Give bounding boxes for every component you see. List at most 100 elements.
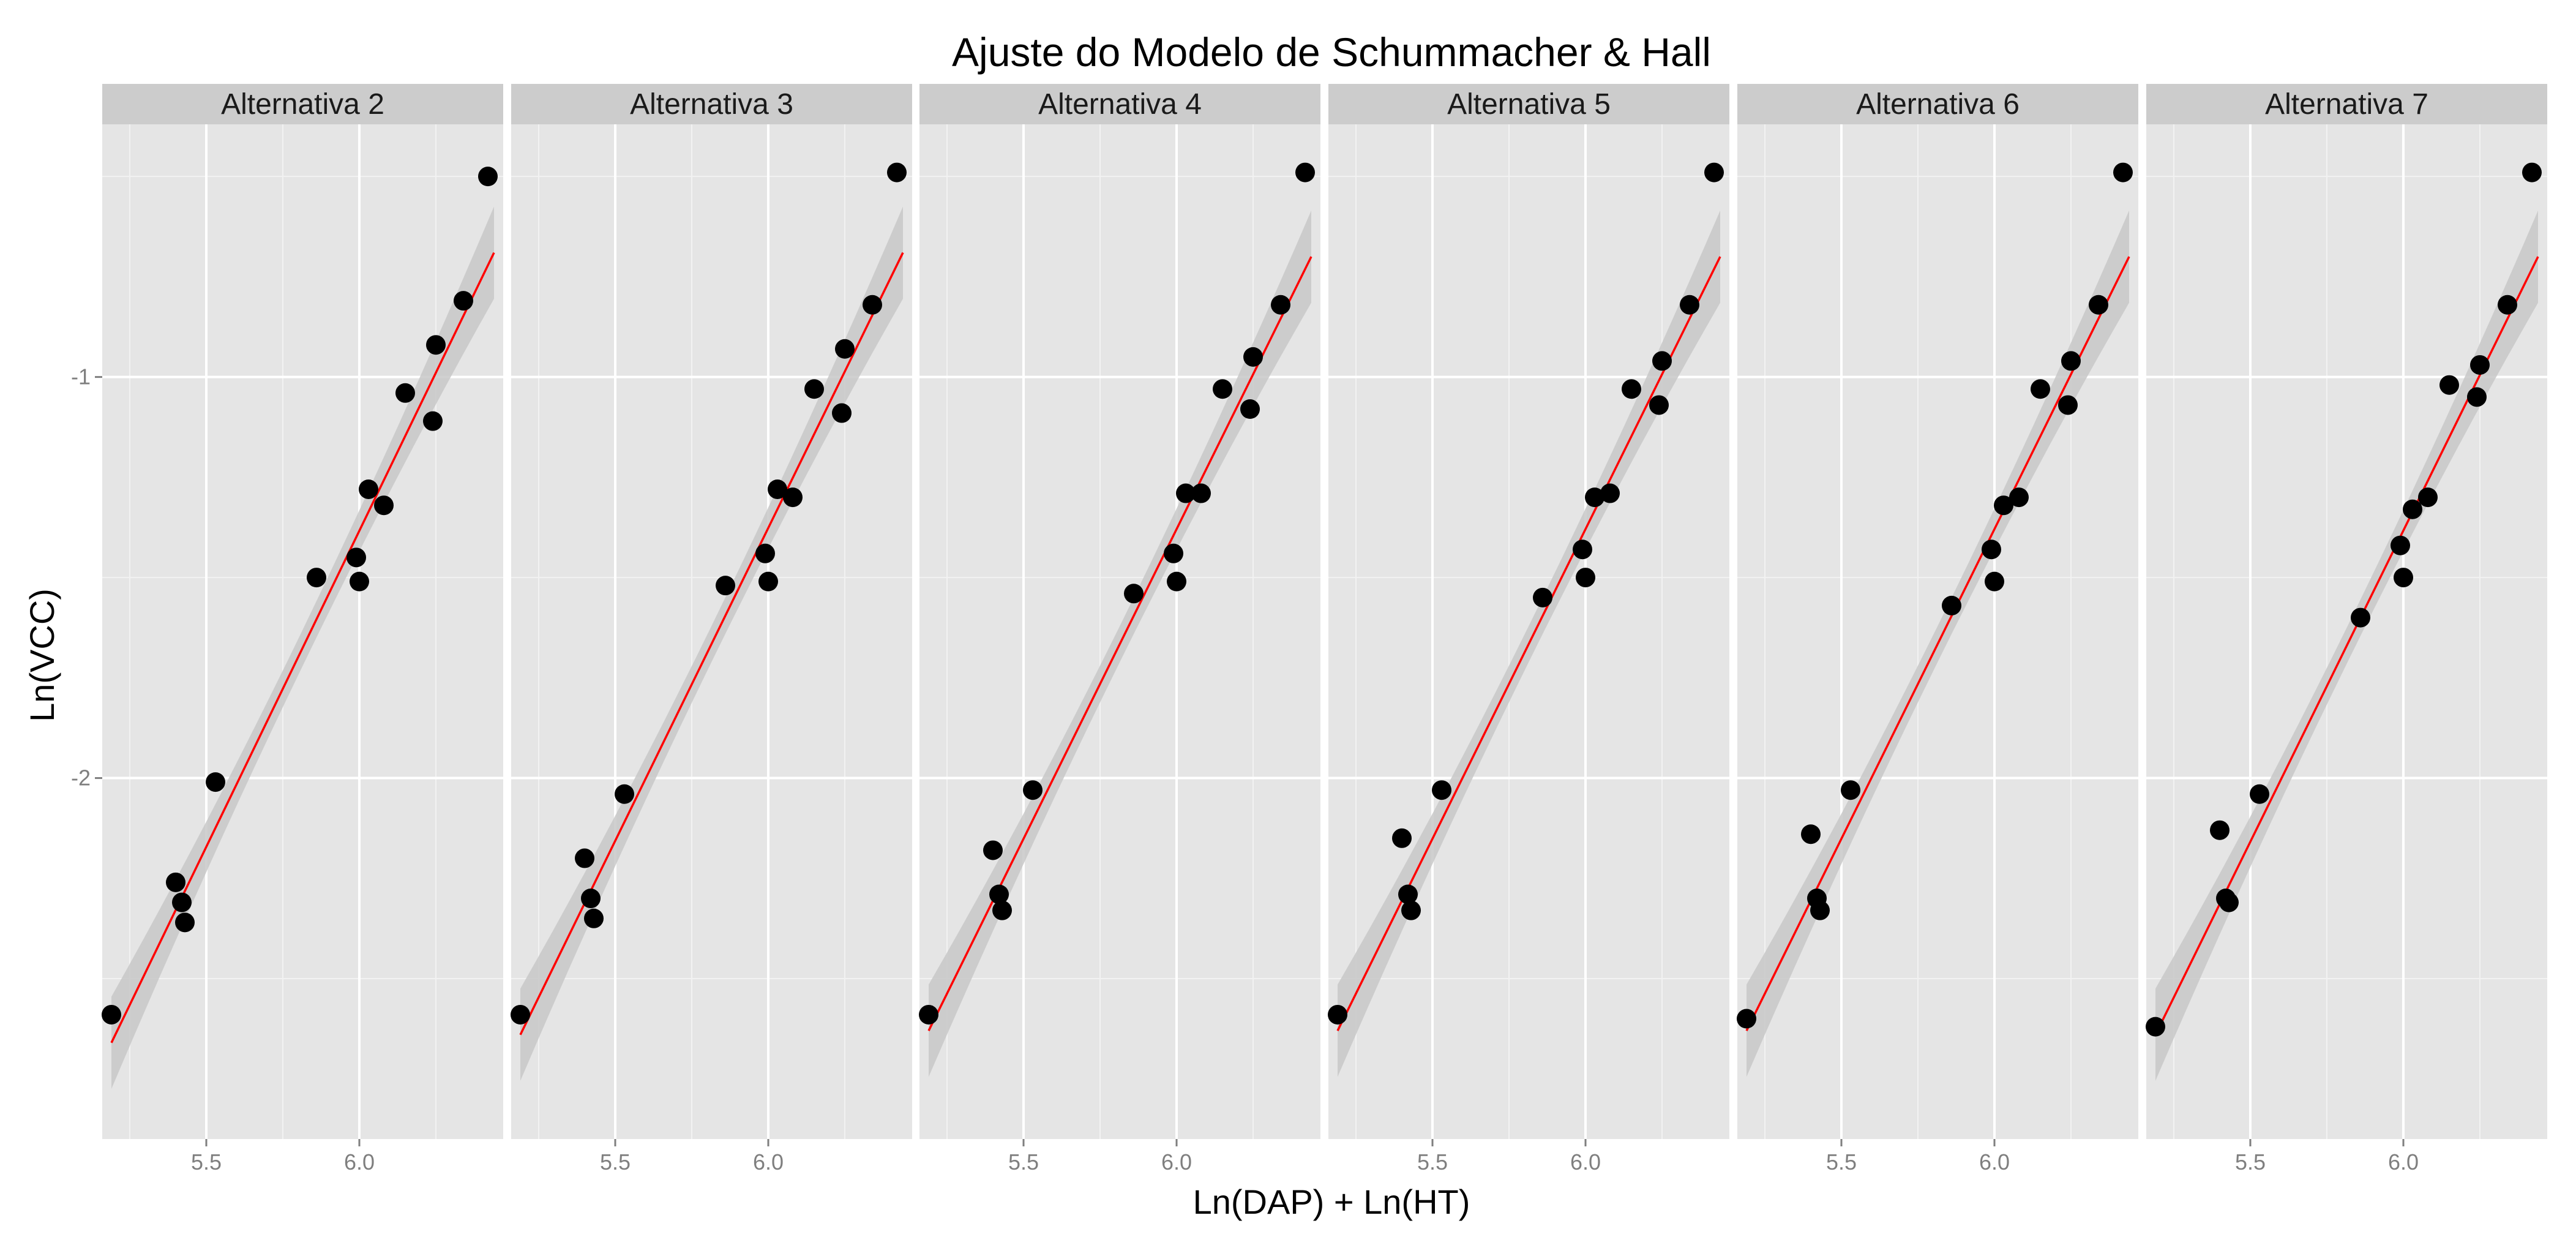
x-tick-label: 5.5 [191,1149,222,1175]
data-point [1982,540,2001,560]
data-point [1243,347,1263,367]
data-point [1191,483,1211,503]
data-point [454,291,473,311]
x-tick-label: 6.0 [344,1149,375,1175]
facet-panel: Alternativa 5 5.5 6.0 [1328,84,1729,1175]
fit-line [1336,256,1721,1031]
data-point [1176,483,1196,503]
facet-panel: Alternativa 6 5.5 6.0 [1737,84,2138,1175]
data-point [1398,884,1418,904]
facet-panel: Alternativa 4 5.5 6.0 [919,84,1320,1175]
data-point [2498,295,2517,315]
data-point [206,772,225,792]
data-point [835,339,855,359]
data-point [1240,399,1260,419]
facet-strip-label: Alternativa 3 [630,88,793,121]
data-point [1585,487,1604,508]
data-point [423,411,443,431]
facet-panel: Alternativa 7 5.5 6.0 [2146,84,2547,1175]
x-tick-label: 5.5 [2235,1149,2266,1175]
data-point [832,403,852,423]
data-point [919,1004,938,1025]
data-point [1392,828,1412,848]
data-point [2210,820,2230,840]
x-tick-label: 5.5 [600,1149,631,1175]
data-point [1533,587,1552,607]
facet-strip [919,84,1320,124]
data-point [1271,295,1290,315]
data-point [346,547,366,568]
x-tick-label: 5.5 [1008,1149,1039,1175]
data-point [804,379,824,399]
x-tick-label: 6.0 [1161,1149,1192,1175]
data-point [2089,295,2108,315]
data-point [1600,483,1620,503]
data-point [716,576,735,596]
data-point [359,479,378,499]
fit-line [927,256,1312,1031]
data-point [887,162,907,182]
data-point [2418,487,2438,508]
data-point [2351,607,2370,628]
x-axis-title: Ln(DAP) + Ln(HT) [1193,1182,1470,1221]
data-point [1801,824,1821,844]
data-point [581,889,601,909]
data-point [575,848,594,868]
data-point [755,543,775,563]
data-point [1167,571,1186,592]
fit-line [110,252,495,1043]
data-point [395,383,415,403]
x-tick-label: 6.0 [1570,1149,1601,1175]
data-point [2009,487,2029,508]
facet-strip [511,84,912,124]
data-point [1622,379,1641,399]
data-point [989,884,1009,904]
data-point [102,1004,121,1025]
data-point [426,335,446,355]
facet-strip [1328,84,1729,124]
y-axis-title: Ln(VCC) [23,588,61,722]
data-point [1942,595,1961,615]
data-point [374,495,394,516]
x-tick-label: 6.0 [2388,1149,2419,1175]
data-point [175,912,195,933]
data-point [768,479,787,499]
facet-strip-label: Alternativa 6 [1856,88,2020,121]
data-point [983,840,1003,860]
data-point [2061,351,2081,371]
data-point [2391,535,2410,555]
data-point [2113,162,2133,182]
facet-strip [1737,84,2138,124]
facet-panel: Alternativa 2 5.5 6.0 [102,84,503,1175]
data-point [1213,379,1232,399]
data-point [758,571,778,592]
data-point [2403,499,2422,519]
data-point [172,892,192,912]
y-axis-ticks: -1 -2 [71,364,102,791]
data-point [166,872,185,892]
x-tick-label: 5.5 [1417,1149,1448,1175]
data-point [1652,351,1672,371]
data-point [1328,1004,1347,1025]
data-point [1023,780,1043,800]
facet-strip-label: Alternativa 4 [1038,88,1202,121]
data-point [1810,900,1830,920]
facet-strip-label: Alternativa 7 [2265,88,2428,121]
data-point [2031,379,2050,399]
data-point [783,487,803,508]
data-point [511,1004,530,1025]
x-tick-label: 6.0 [1979,1149,2010,1175]
data-point [992,900,1012,920]
data-point [2219,892,2239,912]
data-point [2394,568,2413,588]
data-point [307,568,326,588]
data-point [350,571,369,592]
data-point [1994,495,2013,516]
data-point [1680,295,1699,315]
data-point [584,908,604,928]
data-point [1704,162,1724,182]
data-point [1576,568,1595,588]
data-point [1649,395,1669,415]
data-point [1164,543,1183,563]
